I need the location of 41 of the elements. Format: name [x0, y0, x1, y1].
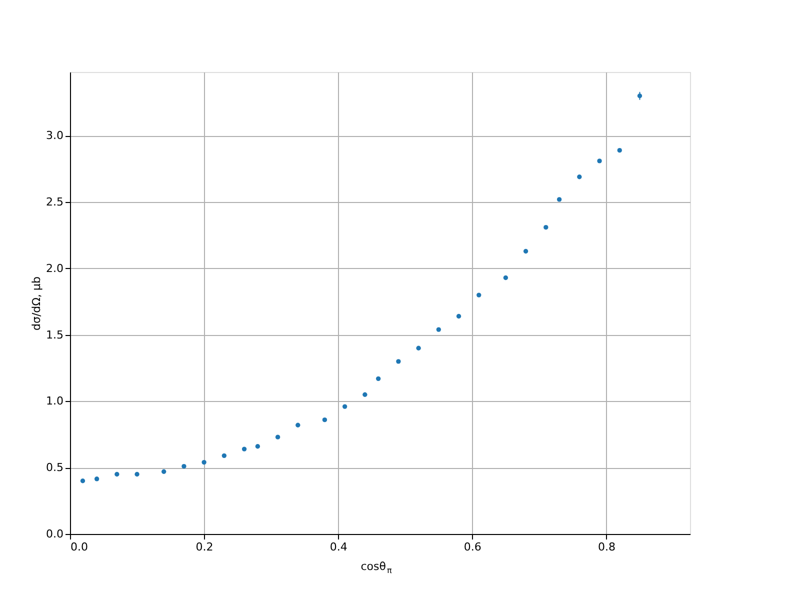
point — [80, 478, 86, 484]
y-tick-label: 0.0 — [46, 528, 64, 540]
point — [161, 469, 166, 474]
point — [376, 376, 381, 382]
point — [134, 472, 140, 477]
point — [94, 476, 100, 482]
point — [342, 404, 348, 409]
point — [114, 472, 120, 477]
point — [255, 444, 260, 449]
point — [416, 346, 421, 350]
x-tick-label: 0.4 — [330, 540, 348, 554]
point — [544, 224, 548, 230]
point — [503, 275, 508, 280]
point — [242, 446, 247, 452]
x-tick-label: 0.6 — [464, 540, 482, 554]
y-tick-label: 1.5 — [46, 328, 64, 342]
point — [362, 392, 368, 397]
point — [597, 158, 602, 164]
point — [577, 174, 582, 180]
y-tick-label: 3.0 — [46, 129, 64, 142]
point — [396, 359, 401, 364]
point — [436, 327, 441, 332]
point — [182, 464, 186, 469]
point — [476, 292, 482, 298]
y-axis-title: dσ/dΩ, μb — [30, 276, 44, 331]
point — [556, 197, 562, 202]
x-tick-label: 0.2 — [196, 540, 214, 554]
point — [202, 460, 206, 465]
point — [617, 148, 622, 153]
x-tick-label: 0.8 — [598, 540, 616, 554]
y-tick-label: 2.5 — [46, 196, 64, 209]
y-tick-label: 0.5 — [46, 461, 64, 474]
point — [523, 248, 528, 254]
point — [322, 417, 328, 422]
point — [275, 434, 280, 440]
point — [222, 453, 227, 458]
y-tick-label: 1.0 — [46, 394, 64, 408]
point — [296, 422, 300, 428]
y-tick-label: 2.0 — [46, 262, 64, 275]
x-tick-label: 0.0 — [70, 540, 88, 554]
point — [456, 314, 462, 319]
